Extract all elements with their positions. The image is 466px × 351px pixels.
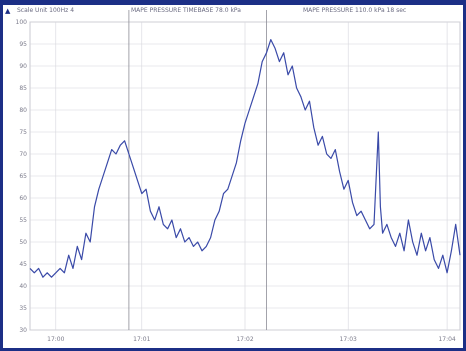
y-tick-label: 50 bbox=[19, 239, 27, 246]
y-tick-label: 85 bbox=[19, 85, 27, 92]
y-tick-label: 60 bbox=[19, 195, 27, 202]
y-tick-label: 95 bbox=[19, 41, 27, 48]
header-right-text: MAPE PRESSURE 110.0 kPa 18 sec bbox=[303, 7, 407, 14]
graph-header: ▲ Scale Unit 100Hz 4 MAPE PRESSURE TIMEB… bbox=[3, 5, 463, 17]
pin-icon[interactable]: ▲ bbox=[5, 7, 11, 15]
y-tick-label: 55 bbox=[19, 217, 27, 224]
y-tick-label: 100 bbox=[16, 19, 28, 26]
y-tick-label: 75 bbox=[19, 129, 27, 136]
x-tick-label: 17:00 bbox=[47, 336, 64, 343]
y-tick-label: 45 bbox=[19, 261, 27, 268]
y-tick-label: 65 bbox=[19, 173, 27, 180]
header-left-text: Scale Unit 100Hz 4 bbox=[17, 7, 75, 14]
series-line-0 bbox=[29, 38, 461, 278]
x-tick-label: 17:01 bbox=[133, 336, 150, 343]
x-tick-label: 17:03 bbox=[340, 336, 357, 343]
y-tick-label: 80 bbox=[19, 107, 27, 114]
y-tick-label: 70 bbox=[19, 151, 27, 158]
y-tick-label: 30 bbox=[19, 327, 27, 334]
y-tick-label: 90 bbox=[19, 63, 27, 70]
y-tick-label: 35 bbox=[19, 305, 27, 312]
y-tick-label: 40 bbox=[19, 283, 27, 290]
header-middle-text: MAPE PRESSURE TIMEBASE 78.0 kPa bbox=[131, 7, 241, 14]
x-tick-label: 17:04 bbox=[438, 336, 455, 343]
x-tick-label: 17:02 bbox=[236, 336, 253, 343]
